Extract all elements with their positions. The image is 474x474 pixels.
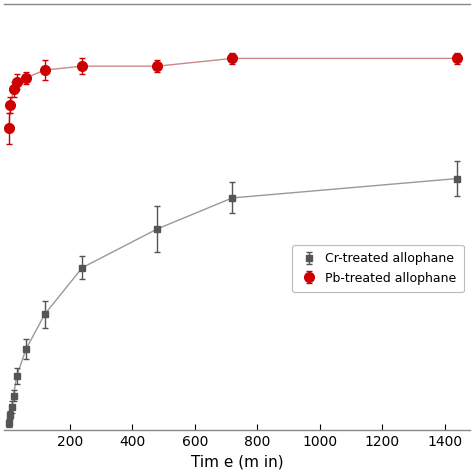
Legend: Cr-treated allophane, Pb-treated allophane: Cr-treated allophane, Pb-treated allopha… bbox=[292, 245, 464, 292]
X-axis label: Tim e (m in): Tim e (m in) bbox=[191, 455, 283, 470]
